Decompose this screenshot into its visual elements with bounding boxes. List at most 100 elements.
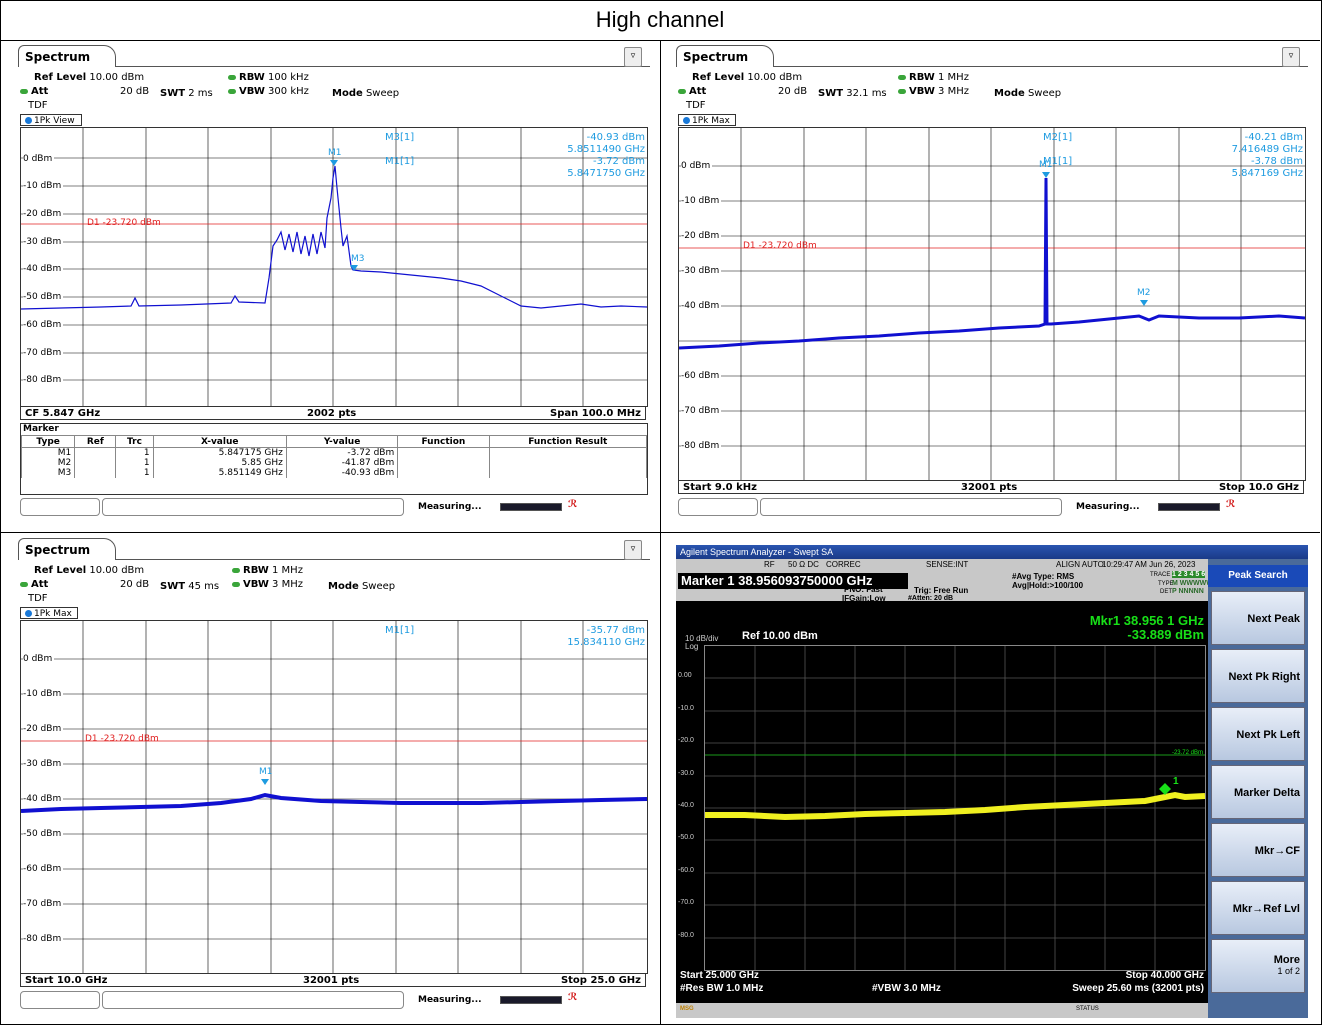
agilent-analyzer-panel: Agilent Spectrum Analyzer - Swept SA RF … <box>676 545 1308 1018</box>
message-bar: MSG STATUS <box>676 1003 1308 1018</box>
start-frequency: Start 25.000 GHz <box>680 970 759 981</box>
trace-view-label: 1Pk Max <box>678 114 736 126</box>
status-field-2[interactable] <box>102 498 404 516</box>
spectrum-plot: 1 -23.72 dBm <box>704 645 1206 971</box>
next-pk-left-button[interactable]: Next Pk Left <box>1211 707 1305 761</box>
stop-frequency: Stop 40.000 GHz <box>1125 970 1204 981</box>
spectrum-panel-1: Spectrum ▿ Ref Level 10.00 dBm Att 20 dB… <box>18 45 650 523</box>
spectrum-panel-3: Spectrum ▿ Ref Level 10.00 dBm Att 20 dB… <box>18 538 650 1016</box>
marker-delta-button[interactable]: Marker Delta <box>1211 765 1305 819</box>
att-value: 20 dB <box>120 86 150 97</box>
marker-table: Marker Type Ref Trc X-value Y-value Functio… <box>20 423 648 495</box>
table-row: M3 1 5.851149 GHz -40.93 dBm <box>20 468 648 478</box>
vbw-value: 300 kHz <box>268 86 309 97</box>
progress-bar <box>500 503 562 511</box>
spectrum-tab[interactable]: Spectrum <box>18 45 116 67</box>
spectrum-tab[interactable]: Spectrum <box>18 538 116 560</box>
softkey-panel: Peak Search Next Peak Next Pk Right Next… <box>1208 559 1308 1018</box>
progress-bar <box>500 996 562 1004</box>
display-line-label: D1 -23.720 dBm <box>87 218 161 228</box>
table-row: M1 1 5.847175 GHz -3.72 dBm <box>20 447 648 458</box>
display-line-label: D1 -23.720 dBm <box>743 241 817 251</box>
progress-bar <box>1158 503 1220 511</box>
mkr-to-ref-lvl-button[interactable]: Mkr→Ref Lvl <box>1211 881 1305 935</box>
page-title: High channel <box>0 0 1320 41</box>
ref-level-value: 10.00 dBm <box>89 72 145 83</box>
measuring-label: Measuring... <box>418 995 482 1005</box>
status-bar: Measuring... ℛ <box>20 498 646 516</box>
marker-m3-tag: M3 <box>351 254 365 264</box>
status-field-1[interactable] <box>20 991 100 1009</box>
spectrum-graph <box>21 621 647 973</box>
marker-1-label: 1 <box>1173 776 1179 787</box>
rs-logo: ℛ <box>568 992 578 1003</box>
toolbar-menu-icon[interactable]: ▿ <box>1282 47 1300 67</box>
marker-m1-arrow <box>330 160 338 166</box>
marker-m1-tag: M1 <box>1039 160 1053 170</box>
measuring-label: Measuring... <box>1076 502 1140 512</box>
tdf-label: TDF <box>28 100 48 111</box>
cell-divider-horizontal <box>0 532 1320 533</box>
spectrum-graph <box>21 128 647 406</box>
marker-m1-tag: M1 <box>259 767 273 777</box>
plot-footer: Start 10.0 GHz 32001 pts Stop 25.0 GHz <box>20 973 646 987</box>
toolbar-menu-icon[interactable]: ▿ <box>624 47 642 67</box>
trace-1 <box>21 792 647 813</box>
vbw-readout: #VBW 3.0 MHz <box>872 983 941 994</box>
tdf-label: TDF <box>686 100 706 111</box>
measuring-label: Measuring... <box>418 502 482 512</box>
marker-1-diamond <box>1159 783 1171 795</box>
next-peak-button[interactable]: Next Peak <box>1211 591 1305 645</box>
spectrum-plot: M1 M2 D1 -23.720 dBm 0 dBm -10 dBm -20 d… <box>678 127 1306 481</box>
rbw-value: 1 MHz <box>272 565 303 576</box>
next-pk-right-button[interactable]: Next Pk Right <box>1211 649 1305 703</box>
spectrum-graph <box>705 646 1206 970</box>
marker-m1-arrow <box>261 779 269 785</box>
status-bar: Measuring... ℛ <box>678 498 1304 516</box>
display-line-label: -23.72 dBm <box>1171 750 1203 756</box>
spectrum-tab[interactable]: Spectrum <box>676 45 774 67</box>
status-bar: Measuring... ℛ <box>20 991 646 1009</box>
marker-m3-arrow <box>350 265 358 271</box>
mkr-to-cf-button[interactable]: Mkr→CF <box>1211 823 1305 877</box>
spectrum-plot: M1 M3 D1 -23.720 dBm 0 dBm -10 dBm -20 d… <box>20 127 648 407</box>
marker-m1-tag: M1 <box>328 148 342 158</box>
vbw-value: 3 MHz <box>938 86 969 97</box>
rbw-value: 100 kHz <box>268 72 309 83</box>
trace-view-label: 1Pk Max <box>20 607 78 619</box>
vbw-value: 3 MHz <box>272 579 303 590</box>
plot-footer: Start 9.0 kHz 32001 pts Stop 10.0 GHz <box>678 480 1304 494</box>
table-row: M2 1 5.85 GHz -41.87 dBm <box>20 458 648 468</box>
rs-logo: ℛ <box>1226 499 1236 510</box>
trace-1 <box>679 177 1305 350</box>
marker-m2-tag: M2 <box>1137 288 1151 298</box>
spectrum-panel-2: Spectrum ▿ Ref Level 10.00 dBm Att 20 dB… <box>676 45 1308 523</box>
tdf-label: TDF <box>28 593 48 604</box>
more-button[interactable]: More 1 of 2 <box>1211 939 1305 993</box>
trace-1 <box>705 791 1206 821</box>
toolbar-menu-icon[interactable]: ▿ <box>624 540 642 560</box>
rbw-value: 1 MHz <box>938 72 969 83</box>
mode-value: Sweep <box>365 88 400 99</box>
trace-1 <box>21 165 647 310</box>
marker-frequency: Mkr1 38.956 1 GHz <box>1089 613 1204 628</box>
swt-value: 2 ms <box>188 88 213 99</box>
spectrum-graph <box>679 128 1305 480</box>
status-field-2[interactable] <box>760 498 1062 516</box>
window-title: Agilent Spectrum Analyzer - Swept SA <box>676 545 1308 559</box>
marker-m1-arrow <box>1042 172 1050 178</box>
marker-m2-arrow <box>1140 300 1148 306</box>
sweep-readout: Sweep 25.60 ms (32001 pts) <box>1072 983 1204 994</box>
status-field-1[interactable] <box>678 498 758 516</box>
mode-value: Sweep <box>1027 88 1062 99</box>
rs-logo: ℛ <box>568 499 578 510</box>
ref-level-value: 10.00 dBm <box>89 565 145 576</box>
marker-level: -33.889 dBm <box>1127 627 1204 642</box>
trace-view-label: 1Pk View <box>20 114 82 126</box>
softkey-menu-title: Peak Search <box>1208 565 1308 587</box>
status-field-2[interactable] <box>102 991 404 1009</box>
status-field-1[interactable] <box>20 498 100 516</box>
att-value: 20 dB <box>120 579 150 590</box>
display-line-label: D1 -23.720 dBm <box>85 734 159 744</box>
marker-readout: Marker 1 38.956093750000 GHz <box>678 573 908 589</box>
